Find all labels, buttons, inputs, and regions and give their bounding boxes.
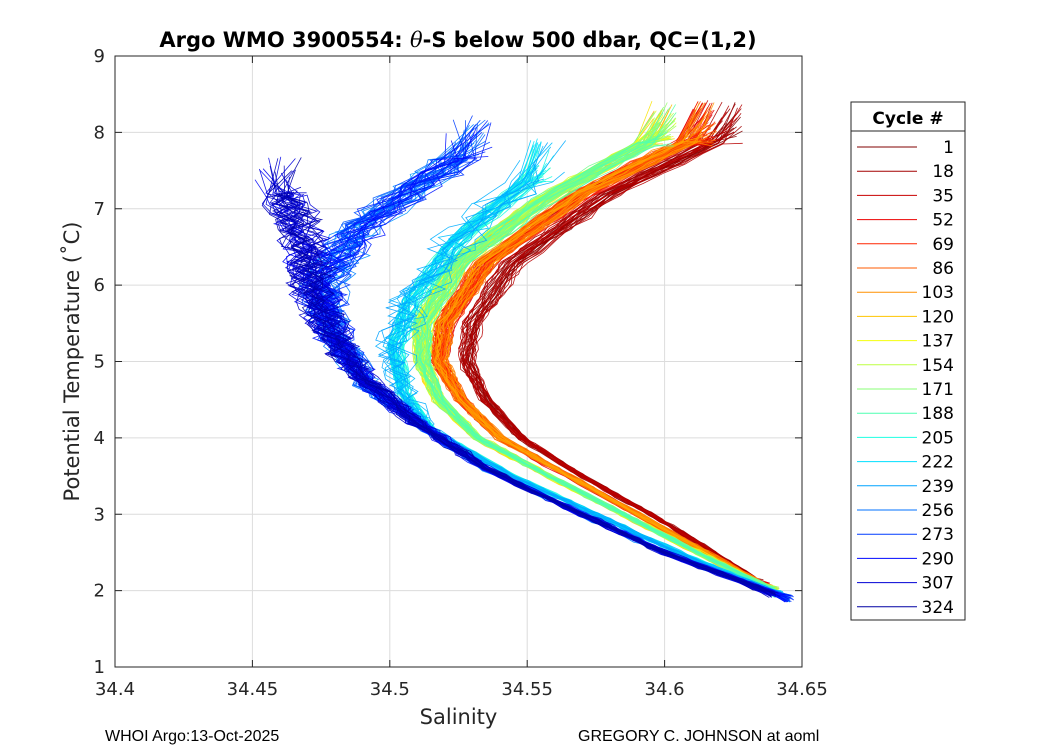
legend-box xyxy=(850,101,966,621)
footer-left: WHOI Argo:13-Oct-2025 xyxy=(105,728,279,745)
y-tick-label: 8 xyxy=(94,122,105,143)
chart-title-prefix: Argo WMO 3900554: xyxy=(159,28,410,52)
profile-line-cycle-86 xyxy=(431,127,762,588)
legend-label-290: 290 xyxy=(922,549,954,569)
y-tick-label: 2 xyxy=(94,581,105,602)
y-tick-label: 5 xyxy=(94,352,105,373)
profile-line-cycle-108 xyxy=(443,117,766,586)
legend-label-188: 188 xyxy=(922,404,954,424)
legend-label-18: 18 xyxy=(932,162,954,182)
chart-title-suffix: -S below 500 dbar, QC=(1,2) xyxy=(423,28,757,52)
y-tick-label: 1 xyxy=(94,657,105,678)
y-tick-label: 6 xyxy=(94,275,105,296)
legend-label-52: 52 xyxy=(932,211,954,231)
legend-label-222: 222 xyxy=(922,453,954,473)
profile-line-cycle-25 xyxy=(465,131,759,581)
profile-lines xyxy=(254,100,795,603)
profile-line-cycle-188 xyxy=(419,131,778,591)
x-tick-label: 34.55 xyxy=(501,679,553,700)
profile-line-cycle-87 xyxy=(431,118,761,585)
profile-line-cycle-110 xyxy=(434,102,769,587)
legend-label-307: 307 xyxy=(922,574,954,594)
legend-label-137: 137 xyxy=(922,332,954,352)
legend-entries: 1 18 35 52 69 86 103 120 137 154 171 188 205 222 239 25… xyxy=(857,138,954,618)
x-tick-label: 34.4 xyxy=(95,679,135,700)
legend-label-154: 154 xyxy=(922,356,954,376)
profile-line-cycle-186 xyxy=(425,104,780,592)
footer-right: GREGORY C. JOHNSON at aoml xyxy=(578,728,819,745)
legend-label-103: 103 xyxy=(922,283,954,303)
legend-title: Cycle # xyxy=(872,109,943,129)
x-tick-label: 34.5 xyxy=(370,679,410,700)
y-axis-label: Potential Temperature (˚C) xyxy=(60,222,84,502)
profile-line-cycle-187 xyxy=(414,142,776,589)
legend-label-256: 256 xyxy=(922,501,954,521)
legend-label-273: 273 xyxy=(922,525,954,545)
profile-line-cycle-189 xyxy=(416,138,774,595)
y-tick-label: 4 xyxy=(94,428,105,449)
y-tick-label: 9 xyxy=(94,46,105,67)
legend-label-171: 171 xyxy=(922,380,954,400)
y-tick-label: 3 xyxy=(94,504,105,525)
profile-line-cycle-26 xyxy=(471,104,760,581)
axis-ticks: 34.4 34.45 34.5 34.55 34.6 34.65 1 2 3 4 5 6 7 8 9 xyxy=(94,46,828,700)
profile-line-cycle-109 xyxy=(435,119,764,585)
legend: Cycle # 1 18 35 52 69 86 103 120 137 154 171 188 205… xyxy=(850,101,966,621)
x-tick-label: 34.6 xyxy=(645,679,685,700)
legend-label-1: 1 xyxy=(943,138,954,158)
profile-line-cycle-237 xyxy=(395,140,783,596)
legend-label-69: 69 xyxy=(932,235,954,255)
profile-line-cycle-324 xyxy=(274,171,771,592)
y-tick-label: 7 xyxy=(94,199,105,220)
chart-title-theta: θ xyxy=(410,28,423,52)
profile-line-cycle-190 xyxy=(428,145,773,589)
profile-line-cycle-321 xyxy=(273,192,777,596)
profile-line-cycle-30 xyxy=(464,117,759,586)
x-tick-label: 34.65 xyxy=(776,679,828,700)
legend-label-239: 239 xyxy=(922,477,954,497)
legend-label-35: 35 xyxy=(932,186,954,206)
x-tick-label: 34.45 xyxy=(227,679,279,700)
legend-label-324: 324 xyxy=(922,598,954,618)
legend-label-205: 205 xyxy=(922,428,954,448)
profile-line-cycle-28 xyxy=(462,111,757,586)
x-axis-label: Salinity xyxy=(420,705,498,729)
profile-line-cycle-238 xyxy=(383,178,781,594)
chart-title: Argo WMO 3900554: θ-S below 500 dbar, QC… xyxy=(159,28,756,52)
legend-label-86: 86 xyxy=(932,259,954,279)
legend-label-120: 120 xyxy=(922,307,954,327)
